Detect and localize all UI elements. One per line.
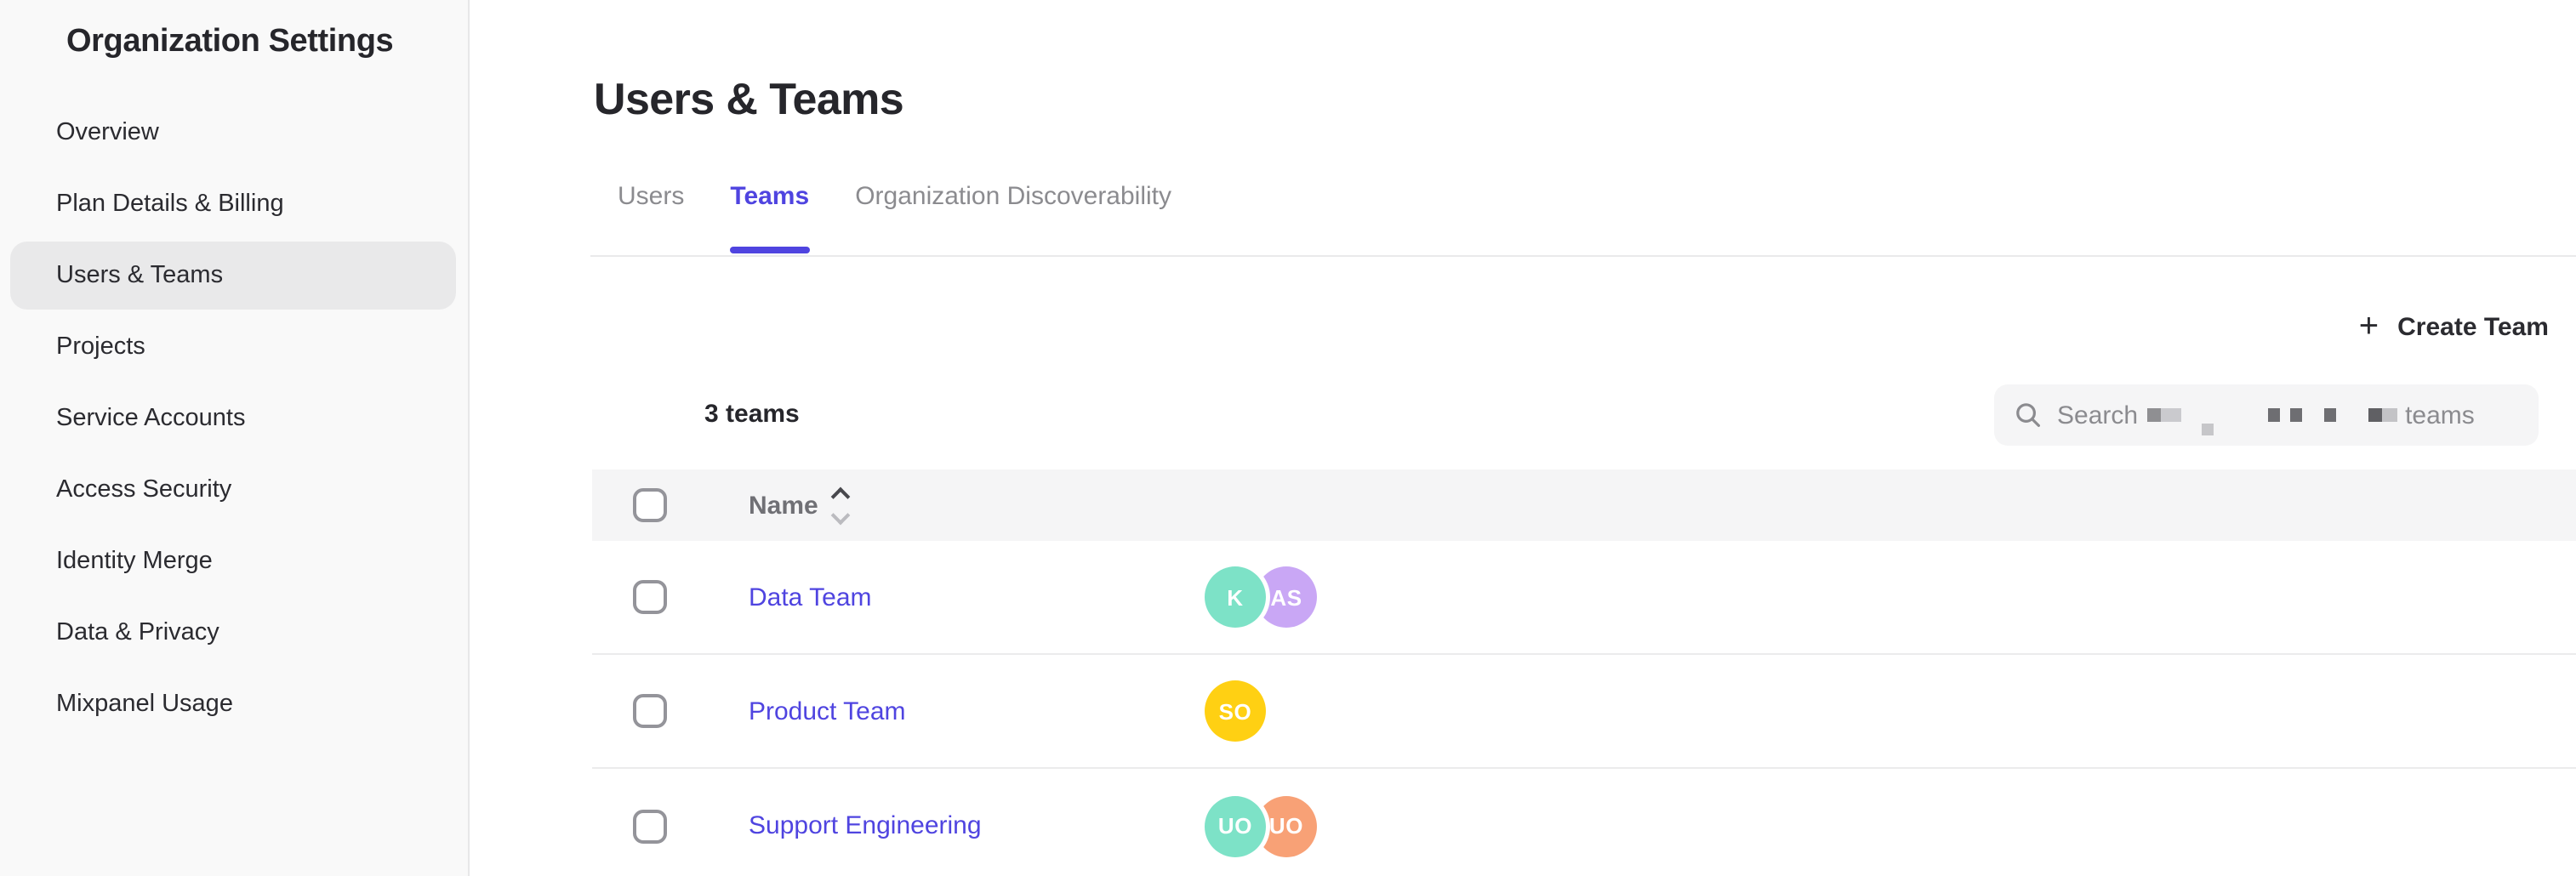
search-teams-input[interactable]: Search teams [1994,384,2539,446]
avatar-group: K AS [1205,566,1317,628]
row-checkbox[interactable] [633,809,667,843]
main-content: Users & Teams Users Teams Organization D… [471,0,2576,876]
avatar: UO [1205,795,1266,856]
team-name-link[interactable]: Support Engineering [749,811,982,840]
team-name-link[interactable]: Data Team [749,583,872,611]
tab-bar: Users Teams Organization Discoverability [618,182,1172,253]
select-all-checkbox[interactable] [633,488,667,522]
sidebar-item-access-security[interactable]: Access Security [56,476,232,503]
avatar-initials: K [1227,584,1244,610]
sidebar-item-projects[interactable]: Projects [56,333,145,361]
sidebar-item-service-accounts[interactable]: Service Accounts [56,405,246,432]
redacted-block [2160,408,2181,422]
sidebar-item-overview[interactable]: Overview [56,119,159,146]
create-team-label: Create Team [2397,312,2549,341]
tab-teams[interactable]: Teams [730,182,811,253]
row-checkbox[interactable] [633,580,667,614]
sidebar-item-users-teams[interactable]: Users & Teams [10,242,456,310]
search-placeholder-suffix: teams [2405,401,2475,429]
sidebar-item-mixpanel-usage[interactable]: Mixpanel Usage [56,691,233,718]
table-row: Data Team K AS [592,541,2576,655]
sort-icon [830,486,851,525]
table-row: Support Engineering UO UO [592,769,2576,876]
page-title: Users & Teams [594,73,904,125]
sidebar-item-data-privacy[interactable]: Data & Privacy [56,619,219,646]
avatar-initials: UO [1217,813,1253,839]
sidebar-item-plan-details-billing[interactable]: Plan Details & Billing [56,191,284,218]
name-column-header[interactable]: Name [749,486,851,525]
create-team-button[interactable]: + Create Team [2359,308,2549,345]
tab-organization-discoverability[interactable]: Organization Discoverability [855,182,1172,211]
team-name-link[interactable]: Product Team [749,697,906,725]
sidebar: Organization Settings Overview Plan Deta… [0,0,470,876]
avatar: SO [1205,680,1266,742]
search-icon [2016,403,2040,427]
redacted-block [2368,408,2382,422]
sort-asc-icon [830,486,851,506]
teams-table-header: Name [592,469,2576,541]
redacted-block [2381,408,2397,422]
name-column-label: Name [749,491,818,520]
redacted-block [2146,408,2161,422]
avatar-initials: AS [1270,584,1302,610]
sort-desc-icon [830,504,851,525]
redacted-block [2201,423,2214,435]
sidebar-item-identity-merge[interactable]: Identity Merge [56,548,213,575]
redacted-block [2289,408,2302,422]
tab-users[interactable]: Users [618,182,685,211]
avatar: UO [1256,795,1317,856]
avatar-initials: SO [1218,698,1252,724]
sidebar-title: Organization Settings [66,24,394,60]
teams-count: 3 teams [704,400,800,429]
search-placeholder-prefix: Search [2057,401,2139,429]
avatar: AS [1256,566,1317,628]
avatar-group: SO [1205,680,1266,742]
tab-divider [590,255,2576,257]
plus-icon: + [2358,308,2379,345]
redacted-block [2323,408,2336,422]
redacted-block [2267,408,2280,422]
avatar: K [1205,566,1266,628]
avatar-initials: UO [1268,813,1304,839]
table-row: Product Team SO [592,655,2576,769]
avatar-group: UO UO [1205,795,1317,856]
row-checkbox[interactable] [633,694,667,728]
sidebar-nav: Overview Plan Details & Billing Users & … [10,99,456,742]
